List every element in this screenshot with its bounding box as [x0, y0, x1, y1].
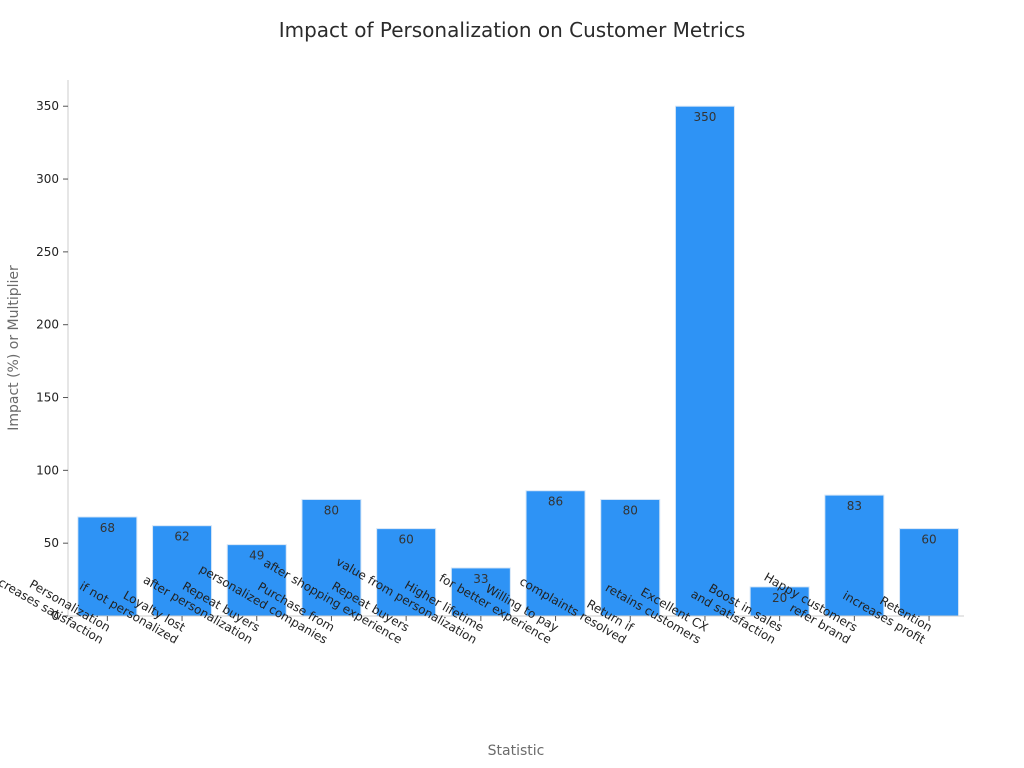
bar: [749, 586, 810, 617]
bar-value-label: 49: [249, 549, 264, 563]
axes-layer: [67, 80, 964, 617]
bar: [77, 516, 138, 617]
bar-value-label: 33: [473, 572, 488, 586]
x-ticks: Personalizationincreases satisfaction Loy…: [0, 555, 935, 647]
bar-value-label: 86: [548, 495, 563, 509]
bar-value-label: 68: [100, 521, 115, 535]
value-labels: 68 62 49 80 60 33 86 80 350 20 83 60: [100, 110, 937, 605]
bar-value-label: 20: [772, 591, 787, 605]
y-tick-label: 0: [51, 609, 59, 623]
bar-value-label: 83: [847, 499, 862, 513]
y-tick-label: 150: [36, 391, 59, 405]
bar: [525, 490, 586, 617]
bar: [824, 494, 885, 617]
y-tick-label: 50: [44, 536, 59, 550]
y-tick-label: 100: [36, 463, 59, 477]
bar-value-label: 60: [399, 533, 414, 547]
bar: [152, 525, 213, 617]
y-tick-label: 250: [36, 245, 59, 259]
y-tick-label: 300: [36, 172, 59, 186]
bar-value-label: 80: [623, 503, 638, 517]
bar-value-label: 60: [921, 533, 936, 547]
bar: [600, 498, 661, 617]
chart-title: Impact of Personalization on Customer Me…: [278, 18, 746, 42]
y-axis-title: Impact (%) or Multiplier: [6, 265, 22, 431]
bars-layer: [77, 105, 960, 617]
y-tick-label: 350: [36, 99, 59, 113]
bar: [674, 105, 735, 617]
bar: [226, 544, 287, 617]
bar-value-label: 80: [324, 503, 339, 517]
x-axis-title: Statistic: [488, 743, 545, 759]
y-ticks: 0 50 100 150 200 250 300 350: [36, 99, 68, 623]
bar-value-label: 350: [693, 110, 716, 124]
y-tick-label: 200: [36, 318, 59, 332]
bar-value-label: 62: [174, 530, 189, 544]
